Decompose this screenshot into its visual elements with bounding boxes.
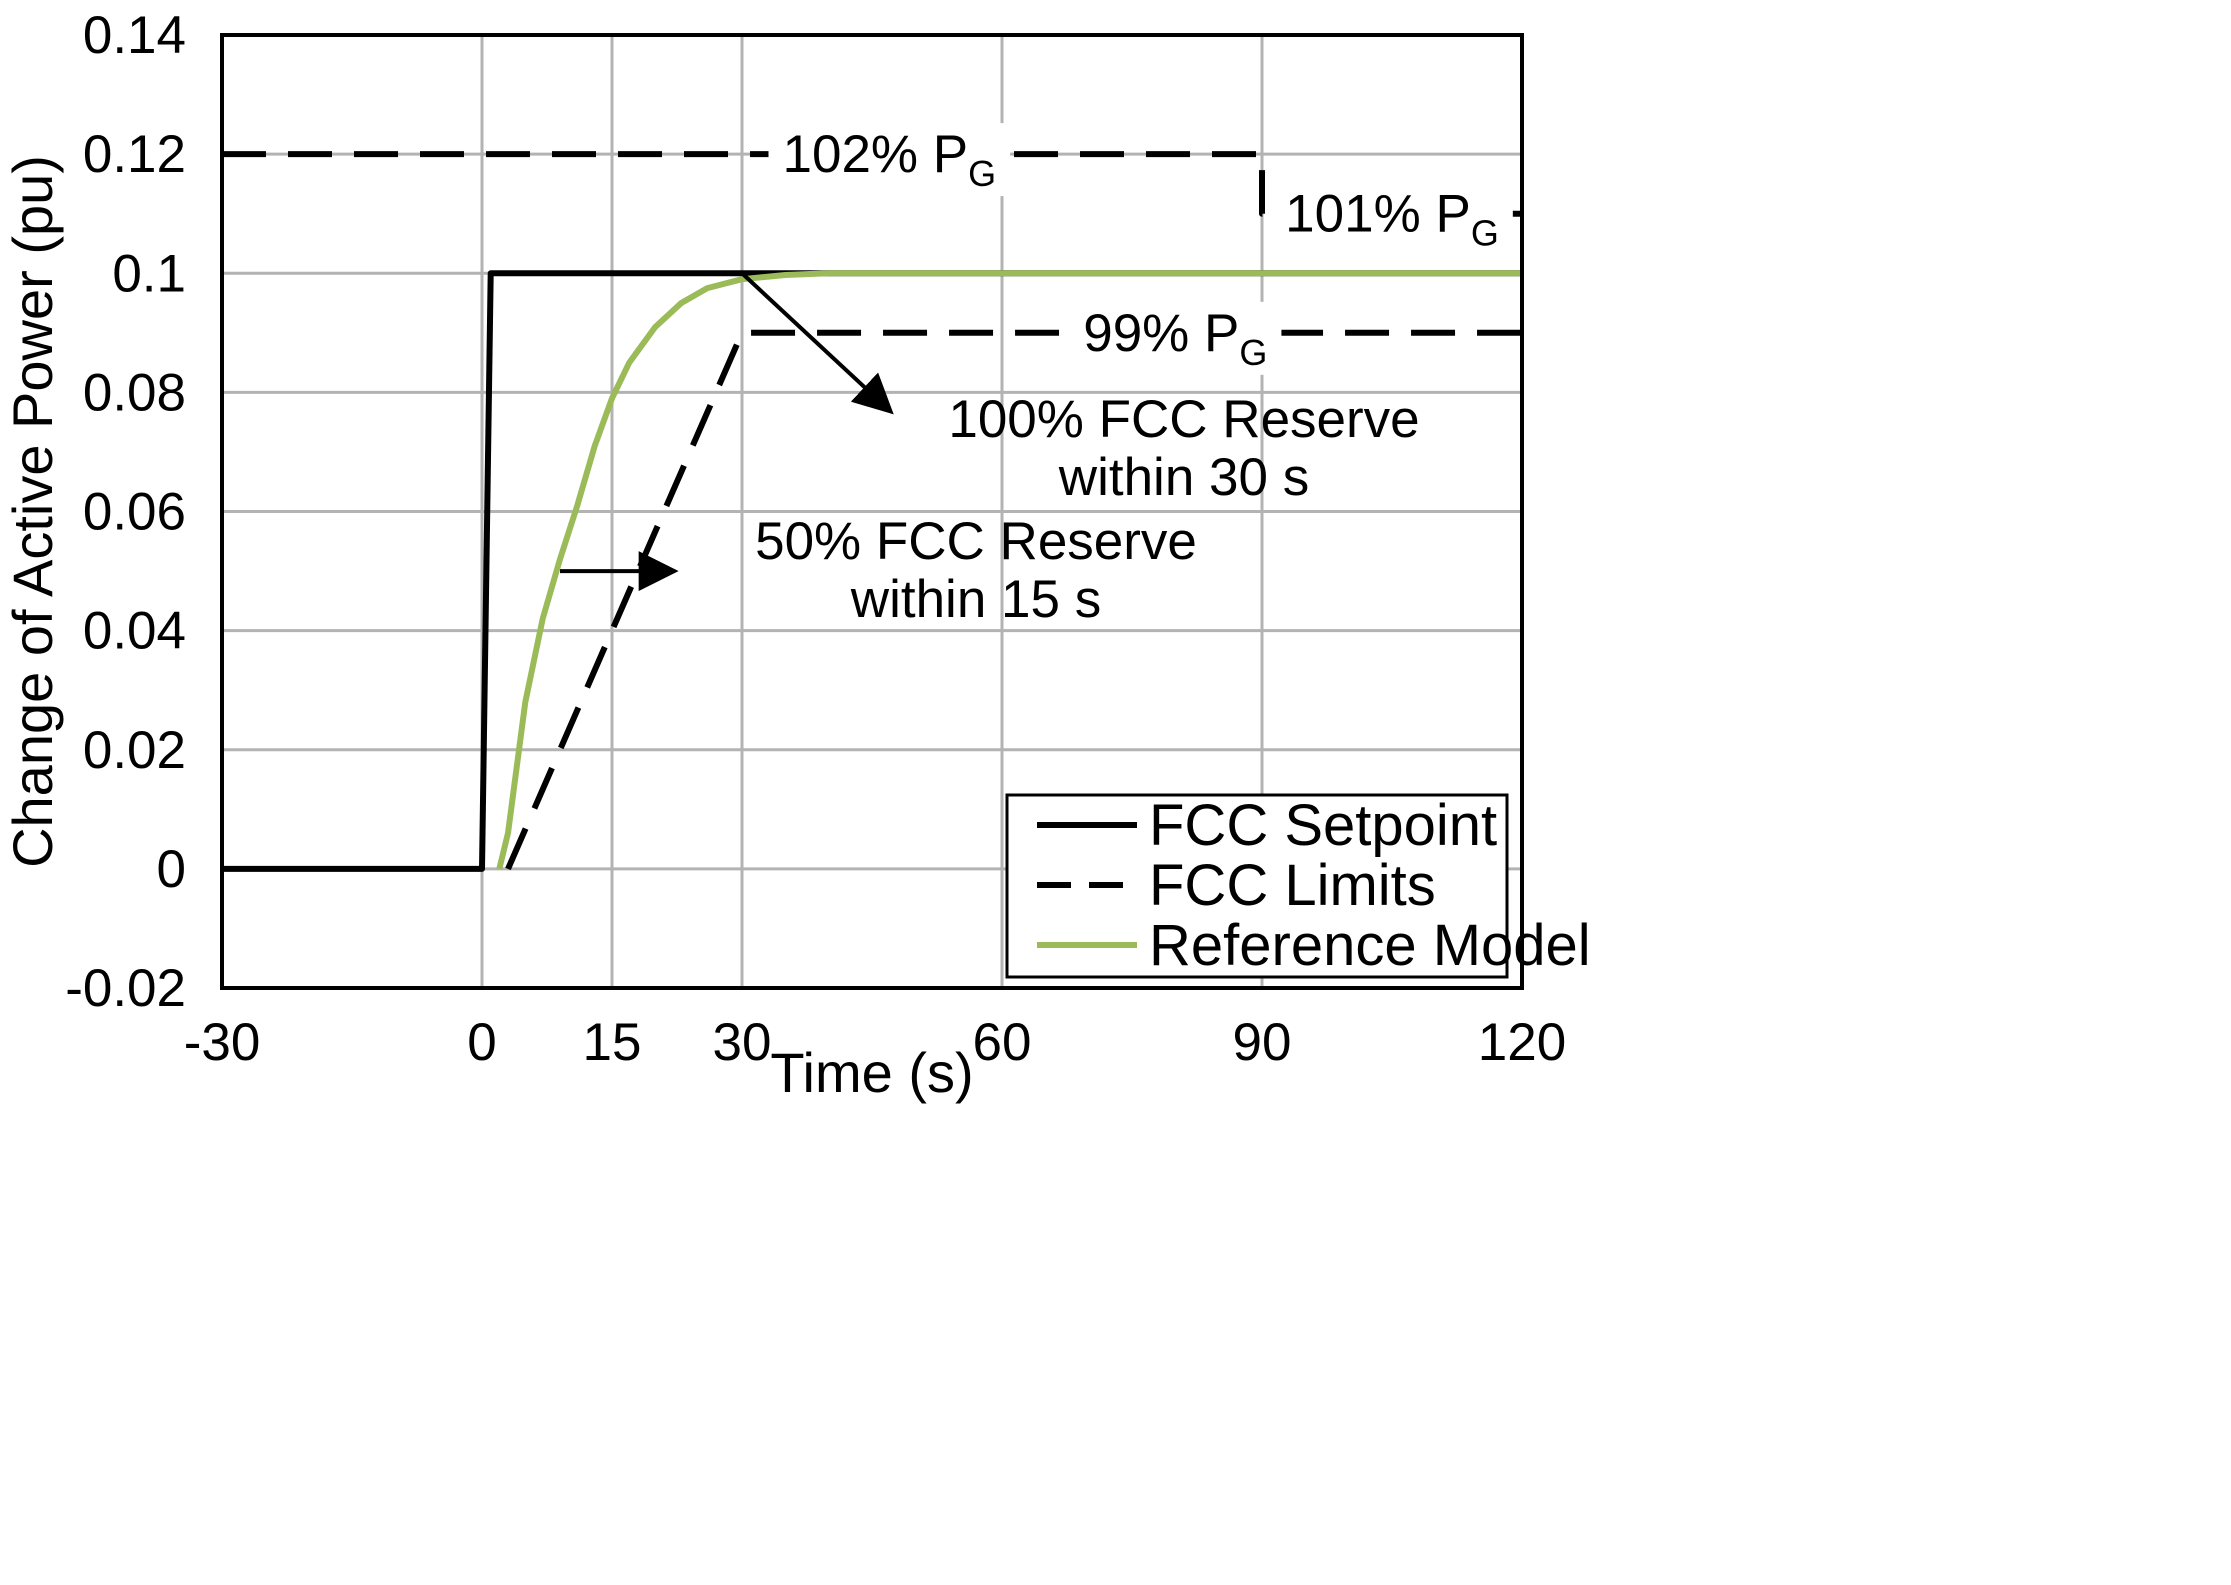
annotation-label: 101% PG [1285, 185, 1499, 254]
x-tick-label: 60 [973, 1013, 1032, 1072]
x-tick-labels: -30 0 15 30 60 90 120 [184, 1013, 1567, 1072]
y-tick-label: 0.14 [83, 6, 186, 65]
x-tick-label: 90 [1233, 1013, 1292, 1072]
legend-label-reference-model: Reference Model [1149, 913, 1591, 978]
y-tick-label: 0.04 [83, 602, 186, 661]
x-tick-label: -30 [184, 1013, 261, 1072]
y-tick-label: 0.08 [83, 363, 186, 422]
annotation-text-line: within 15 s [850, 570, 1101, 629]
annotation-a101: 101% PG [1271, 182, 1513, 256]
annotation-text-line: within 30 s [1058, 448, 1309, 507]
x-tick-label: 30 [713, 1013, 772, 1072]
y-tick-label: 0.02 [83, 721, 186, 780]
annotation-a99: 99% PG [1069, 301, 1282, 375]
x-axis-label: Time (s) [770, 1041, 973, 1104]
legend: FCC Setpoint FCC Limits Reference Model [1005, 793, 1591, 979]
x-tick-label: 120 [1478, 1013, 1566, 1072]
annotation-text-line: 100% FCC Reserve [948, 390, 1419, 449]
annotation-label: 99% PG [1083, 304, 1267, 373]
y-tick-label: 0.1 [112, 244, 186, 303]
legend-label-fcc-setpoint: FCC Setpoint [1149, 793, 1497, 858]
series-reference-model [496, 270, 1522, 870]
y-tick-label: -0.02 [65, 959, 186, 1018]
annotation-arrow [740, 271, 894, 415]
plot-area-frame [220, 33, 1524, 990]
annotation-a102: 102% PG [768, 123, 1011, 197]
annotation-bg [768, 123, 1011, 197]
legend-label-fcc-limits: FCC Limits [1149, 853, 1436, 918]
y-axis-label: Change of Active Power (pu) [1, 155, 64, 868]
annotation-label: 102% PG [783, 125, 997, 194]
y-tick-label: 0.06 [83, 483, 186, 542]
annotation-bg [1271, 182, 1513, 256]
x-tick-label: 15 [583, 1013, 642, 1072]
y-tick-label: 0 [157, 840, 186, 899]
annotation-text-line: 50% FCC Reserve [755, 512, 1197, 571]
y-tick-labels: -0.02 0 0.02 0.04 0.06 0.08 0.1 0.12 0.14 [65, 6, 186, 1018]
x-tick-label: 0 [467, 1013, 496, 1072]
annotation-bg [1069, 301, 1282, 375]
y-tick-label: 0.12 [83, 125, 186, 184]
